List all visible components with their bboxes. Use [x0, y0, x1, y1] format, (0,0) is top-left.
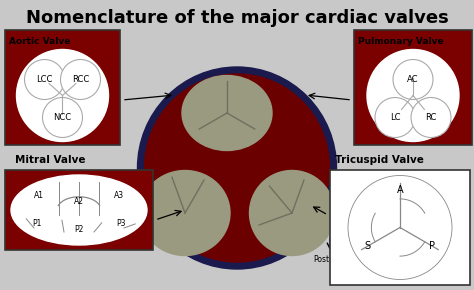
Text: RCC: RCC [72, 75, 89, 84]
Bar [5, 170, 153, 250]
Text: Right: Right [354, 231, 374, 240]
Circle shape [393, 59, 433, 99]
Text: NCC: NCC [54, 113, 72, 122]
Text: A1: A1 [34, 191, 44, 200]
Text: S: S [365, 241, 371, 251]
Bar [354, 30, 472, 145]
Text: Tricuspid Valve: Tricuspid Valve [335, 155, 424, 165]
Ellipse shape [11, 175, 147, 245]
Text: Left: Left [292, 231, 306, 240]
Text: RC: RC [425, 113, 437, 122]
Text: P1: P1 [32, 220, 42, 229]
Text: P3: P3 [116, 220, 126, 229]
Ellipse shape [249, 171, 335, 255]
Circle shape [348, 175, 452, 280]
Ellipse shape [137, 67, 337, 269]
Circle shape [25, 59, 64, 99]
Text: Pulmonary Valve: Pulmonary Valve [358, 37, 444, 46]
Text: A2: A2 [74, 197, 84, 206]
Text: A3: A3 [114, 191, 124, 200]
Text: Posterior: Posterior [313, 255, 347, 264]
Ellipse shape [182, 75, 272, 151]
Circle shape [411, 97, 451, 137]
Circle shape [375, 97, 415, 137]
Text: P: P [429, 241, 436, 251]
Text: LC: LC [390, 113, 400, 122]
Text: AC: AC [407, 75, 419, 84]
Text: Aortic Valve: Aortic Valve [9, 37, 70, 46]
Ellipse shape [140, 171, 230, 255]
Circle shape [43, 97, 82, 137]
Circle shape [367, 50, 459, 142]
Text: A: A [397, 185, 403, 195]
Bar [5, 30, 120, 145]
Ellipse shape [145, 74, 329, 262]
Circle shape [17, 50, 109, 142]
Circle shape [61, 59, 100, 99]
Text: P2: P2 [74, 226, 84, 235]
Text: LCC: LCC [36, 75, 53, 84]
Text: Mitral Valve: Mitral Valve [15, 155, 85, 165]
Text: Nomenclature of the major cardiac valves: Nomenclature of the major cardiac valves [26, 9, 448, 27]
Bar [330, 170, 470, 285]
Text: Anterior: Anterior [314, 206, 346, 215]
